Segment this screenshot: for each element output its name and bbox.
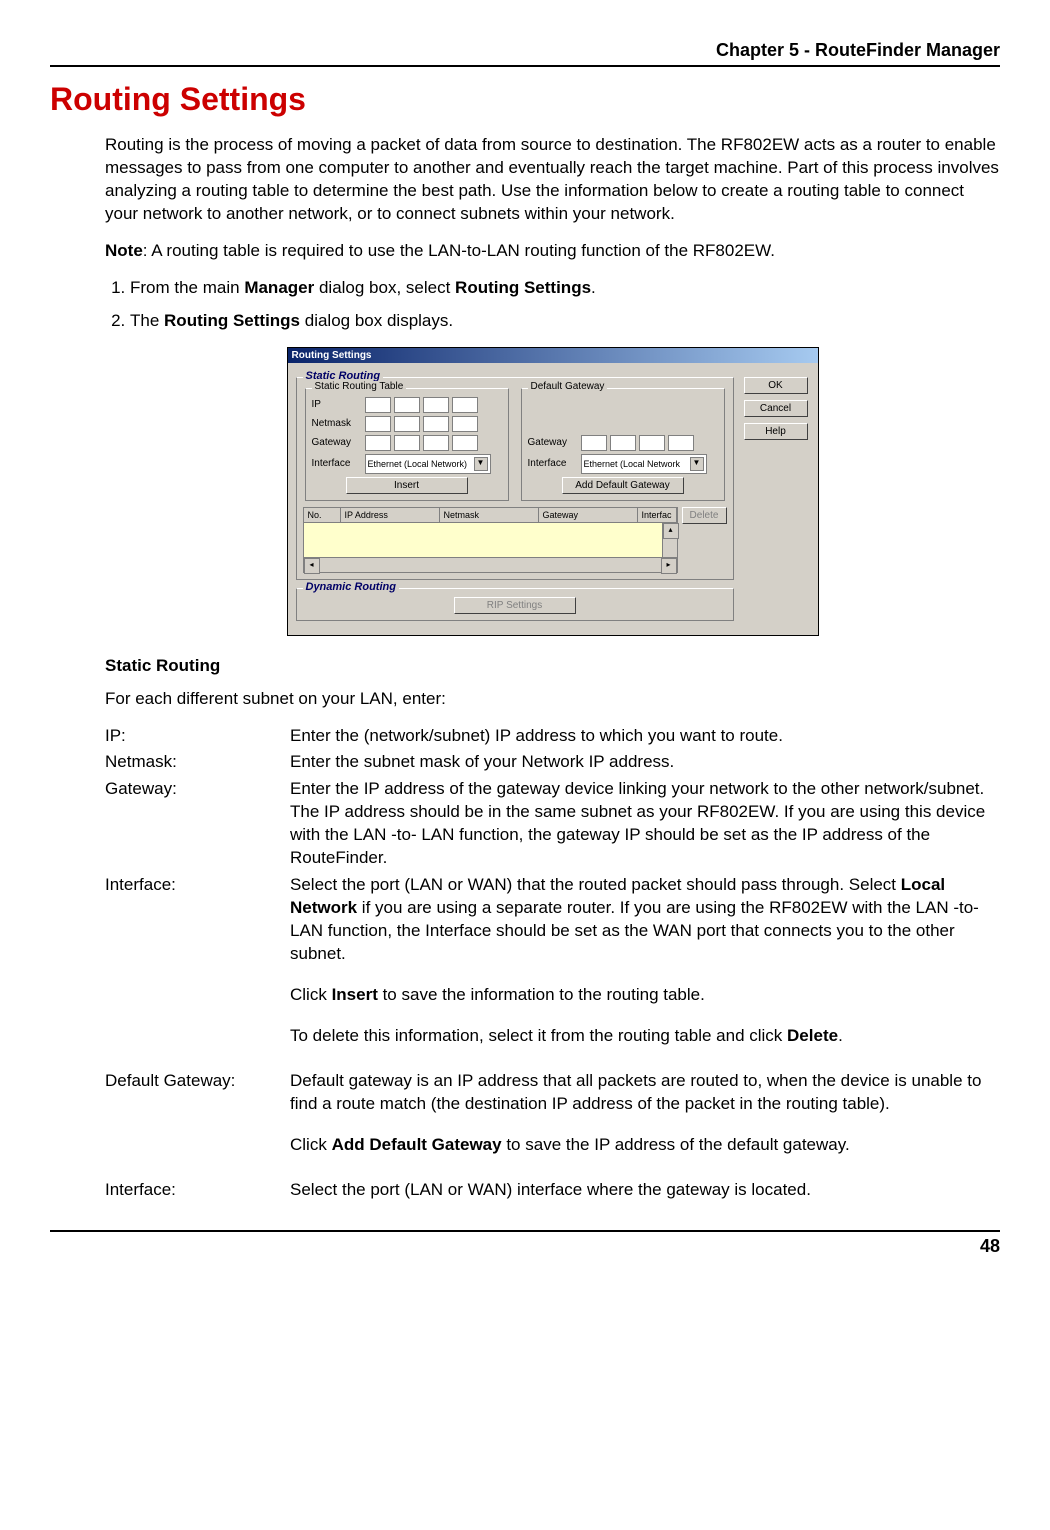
gateway-octet-input[interactable] [452,435,478,451]
default-gateway-legend: Default Gateway [528,381,608,392]
netmask-octet-input[interactable] [423,416,449,432]
gateway-octet-input[interactable] [423,435,449,451]
step-2: The Routing Settings dialog box displays… [130,310,1000,333]
vertical-scrollbar[interactable]: ▴ [662,523,677,557]
dg-gateway-octet-input[interactable] [581,435,607,451]
col-interface: Interfac [638,508,677,522]
def-interface-desc: Select the port (LAN or WAN) that the ro… [290,874,1000,1066]
page-number: 48 [50,1236,1000,1257]
step-1: From the main Manager dialog box, select… [130,277,1000,300]
ip-octet-input[interactable] [365,397,391,413]
horizontal-scrollbar[interactable]: ◂▸ [304,557,677,572]
netmask-octet-input[interactable] [452,416,478,432]
def-netmask-term: Netmask: [105,751,290,774]
dg-interface-label: Interface [528,458,578,469]
footer-rule [50,1230,1000,1232]
dropdown-arrow-icon: ▼ [474,457,488,471]
routing-table: No. IP Address Netmask Gateway Interfac … [303,507,678,573]
gateway-label: Gateway [312,437,362,448]
cancel-button[interactable]: Cancel [744,400,808,417]
def-interface2-desc: Select the port (LAN or WAN) interface w… [290,1179,1000,1202]
dg-interface-select[interactable]: Ethernet (Local Network▼ [581,454,707,474]
interface-label: Interface [312,458,362,469]
col-ip: IP Address [341,508,440,522]
steps-list: From the main Manager dialog box, select… [105,277,1000,333]
help-button[interactable]: Help [744,423,808,440]
static-routing-table-legend: Static Routing Table [312,381,407,392]
def-default-gateway-desc: Default gateway is an IP address that al… [290,1070,1000,1175]
def-ip-desc: Enter the (network/subnet) IP address to… [290,725,1000,748]
dg-gateway-octet-input[interactable] [668,435,694,451]
def-netmask-desc: Enter the subnet mask of your Network IP… [290,751,1000,774]
dropdown-arrow-icon: ▼ [690,457,704,471]
routing-settings-dialog: Routing Settings OK Cancel Help Static R… [287,347,819,636]
delete-button[interactable]: Delete [682,507,727,524]
def-default-gateway-term: Default Gateway: [105,1070,290,1175]
add-default-gateway-button[interactable]: Add Default Gateway [562,477,684,494]
ip-octet-input[interactable] [452,397,478,413]
rip-settings-button[interactable]: RIP Settings [454,597,576,614]
scroll-right-icon[interactable]: ▸ [661,558,677,574]
intro-paragraph: Routing is the process of moving a packe… [105,134,1000,226]
dialog-screenshot: Routing Settings OK Cancel Help Static R… [105,347,1000,636]
insert-button[interactable]: Insert [346,477,468,494]
def-interface2-term: Interface: [105,1179,290,1202]
netmask-octet-input[interactable] [365,416,391,432]
dynamic-routing-legend: Dynamic Routing [303,581,399,593]
note-text: : A routing table is required to use the… [143,241,775,260]
dg-gateway-label: Gateway [528,437,578,448]
note-label: Note [105,241,143,260]
header-rule [50,65,1000,67]
scroll-left-icon[interactable]: ◂ [304,558,320,574]
col-gateway: Gateway [539,508,638,522]
gateway-octet-input[interactable] [365,435,391,451]
col-no: No. [304,508,341,522]
netmask-label: Netmask [312,418,362,429]
note-paragraph: Note: A routing table is required to use… [105,240,1000,263]
definitions: IP: Enter the (network/subnet) IP addres… [105,725,1000,1202]
ip-label: IP [312,399,362,410]
ok-button[interactable]: OK [744,377,808,394]
ip-octet-input[interactable] [423,397,449,413]
dg-gateway-octet-input[interactable] [639,435,665,451]
def-gateway-desc: Enter the IP address of the gateway devi… [290,778,1000,870]
chapter-header: Chapter 5 - RouteFinder Manager [50,40,1000,61]
page-title: Routing Settings [50,81,1000,118]
ip-octet-input[interactable] [394,397,420,413]
netmask-octet-input[interactable] [394,416,420,432]
static-routing-heading: Static Routing [105,656,1000,676]
interface-select[interactable]: Ethernet (Local Network)▼ [365,454,491,474]
static-intro: For each different subnet on your LAN, e… [105,688,1000,711]
dialog-titlebar: Routing Settings [288,348,818,363]
def-interface-term: Interface: [105,874,290,1066]
def-gateway-term: Gateway: [105,778,290,870]
col-netmask: Netmask [440,508,539,522]
def-ip-term: IP: [105,725,290,748]
dg-gateway-octet-input[interactable] [610,435,636,451]
gateway-octet-input[interactable] [394,435,420,451]
scroll-up-icon[interactable]: ▴ [663,523,679,539]
